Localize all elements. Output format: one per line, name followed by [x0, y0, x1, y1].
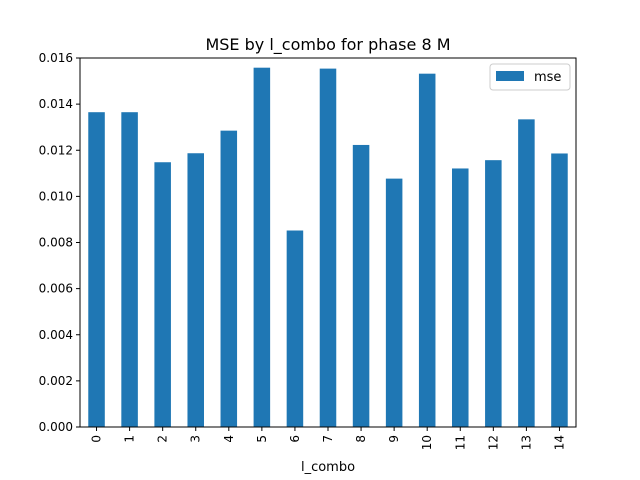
x-tick-label: 4: [222, 435, 236, 443]
y-tick-label: 0.004: [39, 328, 73, 342]
legend: mse: [489, 63, 571, 91]
bar-6: [286, 230, 304, 427]
y-tick-label: 0.014: [39, 97, 73, 111]
x-tick-label: 9: [387, 435, 401, 443]
legend-box: [489, 63, 571, 91]
bar-7: [319, 68, 337, 428]
y-tick-label: 0.006: [39, 282, 73, 296]
x-tick-label: 10: [420, 435, 434, 450]
bar-8: [352, 144, 370, 427]
bar-5: [253, 67, 271, 427]
x-tick-label: 12: [486, 435, 500, 450]
x-tick-label: 3: [189, 435, 203, 443]
y-tick-label: 0.016: [39, 51, 73, 65]
x-tick-label: 13: [519, 435, 533, 450]
x-tick-label: 0: [90, 435, 104, 443]
x-tick-label: 7: [321, 435, 335, 443]
legend-swatch: [496, 71, 524, 81]
x-tick-label: 8: [354, 435, 368, 443]
bars-group: [88, 67, 568, 428]
bar-2: [154, 162, 171, 428]
y-axis: 0.000 0.002 0.004 0.006 0.008 0.010 0.012 0.014…: [39, 51, 80, 434]
bar-0: [88, 112, 105, 427]
y-tick-label: 0.008: [39, 236, 73, 250]
x-tick-label: 6: [288, 435, 302, 443]
x-axis-label: l_combo: [301, 460, 355, 475]
bar-11: [452, 168, 469, 427]
bar-3: [187, 153, 204, 427]
bar-1: [121, 112, 138, 427]
bar-10: [418, 73, 436, 428]
x-tick-label: 11: [453, 435, 467, 450]
x-axis: 0 1 2 3 4 5 6 7 8 9 10 11 12 13 14: [90, 427, 566, 450]
y-tick-label: 0.002: [39, 374, 73, 388]
legend-label: mse: [534, 70, 561, 85]
x-tick-label: 5: [255, 435, 269, 443]
y-tick-label: 0.012: [39, 143, 73, 157]
x-tick-label: 14: [552, 435, 566, 450]
bar-14: [551, 153, 568, 428]
y-tick-label: 0.010: [39, 189, 73, 203]
bar-13: [518, 119, 535, 427]
bar-4: [220, 130, 238, 427]
x-tick-label: 2: [156, 435, 170, 443]
chart-title: MSE by l_combo for phase 8 M: [205, 35, 450, 55]
bar-9: [385, 178, 403, 427]
y-tick-label: 0.000: [39, 420, 73, 434]
x-tick-label: 1: [123, 435, 137, 443]
bar-12: [485, 160, 502, 428]
plot-frame: [79, 57, 577, 428]
